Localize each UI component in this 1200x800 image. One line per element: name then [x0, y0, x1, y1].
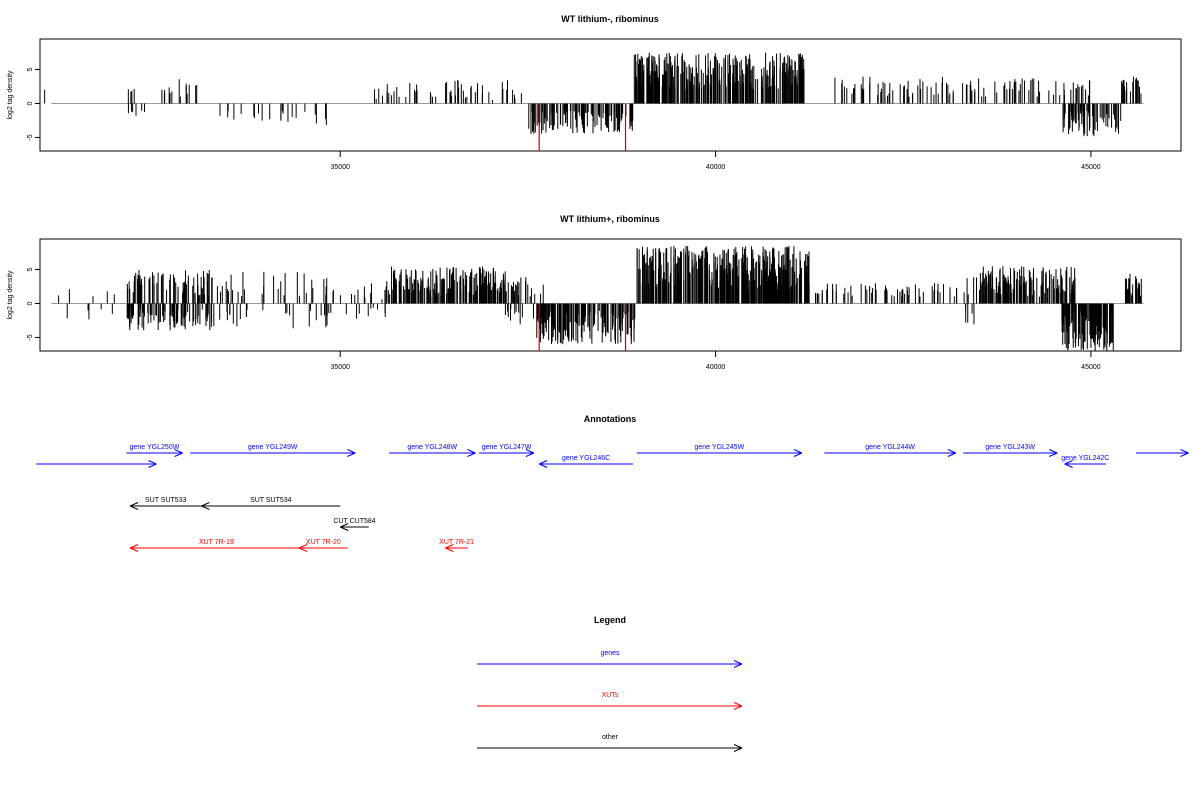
y-axis-label: log2 tag density [7, 70, 14, 120]
legend-entry: genes [477, 650, 743, 668]
feature-label: SUT SUT533 [145, 497, 187, 504]
y-tick-label: -5 [27, 134, 34, 140]
feature-arrow: gene YGL246C [538, 455, 634, 468]
feature-arrow: CUT CUT584 [333, 518, 376, 531]
track-panel-lithium-plus: WT lithium+, ribominus log2 tag density … [7, 214, 1182, 371]
y-tick-label: 0 [27, 101, 34, 105]
feature-label: gene YGL242C [1061, 455, 1109, 462]
x-tick-label: 40000 [706, 364, 726, 371]
x-tick-label: 40000 [706, 164, 726, 171]
feature-label: gene YGL245W [695, 444, 745, 451]
feature-label: CUT CUT584 [333, 518, 375, 525]
y-axis-label: log2 tag density [7, 270, 14, 320]
legend: Legend genes XUTs other [477, 615, 743, 752]
feature-label: SUT SUT534 [250, 497, 292, 504]
x-axis: 35000 40000 45000 [331, 151, 1101, 171]
feature-label: XUT 7R-21 [439, 539, 474, 546]
legend-entry: XUTs [477, 692, 743, 710]
track-panel-lithium-minus: WT lithium-, ribominus log2 tag density … [7, 14, 1182, 171]
y-tick-label: -5 [27, 334, 34, 340]
feature-arrow: SUT SUT533 [129, 497, 202, 510]
plot-frame [39, 238, 1182, 352]
feature-arrow: gene YGL247W [479, 444, 535, 457]
feature-label: XUT 7R-20 [306, 539, 341, 546]
feature-label: gene YGL243W [985, 444, 1035, 451]
feature-list: gene YGL250W gene YGL249W gene YGL248W gene… [36, 444, 1189, 552]
feature-arrow: gene YGL243W [963, 444, 1058, 457]
legend-entry: other [477, 734, 743, 752]
feature-arrow: gene YGL249W [190, 444, 356, 457]
annotation-track: Annotations gene YGL250W gene YGL249W gene… [36, 414, 1189, 552]
y-axis: -5 0 5 [27, 67, 40, 141]
x-tick-label: 45000 [1081, 164, 1101, 171]
legend-label: XUTs [602, 692, 619, 699]
feature-arrow: gene YGL242C [1061, 455, 1109, 468]
feature-label: gene YGL250W [130, 444, 180, 451]
x-tick-label: 35000 [331, 164, 351, 171]
x-tick-label: 35000 [331, 364, 351, 371]
y-tick-label: 5 [27, 267, 34, 271]
feature-arrow: SUT SUT534 [201, 497, 341, 510]
panel-title: WT lithium+, ribominus [560, 214, 660, 224]
annotations-title: Annotations [584, 414, 637, 424]
legend-entries: genes XUTs other [477, 650, 743, 752]
y-tick-label: 0 [27, 301, 34, 305]
feature-arrow: XUT 7R-21 [439, 539, 474, 552]
coverage-bars [51, 245, 1144, 351]
coverage-bars [44, 52, 1144, 151]
feature-label: gene YGL246C [562, 455, 610, 462]
feature-arrow: gene YGL244W [824, 444, 957, 457]
feature-arrow: gene YGL245W [636, 444, 803, 457]
legend-label: other [602, 734, 619, 741]
feature-arrow: gene YGL248W [389, 444, 476, 457]
x-tick-label: 45000 [1081, 364, 1101, 371]
plot-frame [39, 38, 1182, 152]
legend-label: genes [600, 650, 620, 657]
feature-label: gene YGL249W [248, 444, 298, 451]
feature-arrow [1135, 449, 1189, 457]
feature-arrow [36, 460, 157, 468]
feature-label: XUT 7R-19 [199, 539, 234, 546]
feature-arrow: XUT 7R-20 [298, 539, 348, 552]
feature-arrow: XUT 7R-19 [129, 539, 303, 552]
feature-label: gene YGL244W [865, 444, 915, 451]
legend-title: Legend [594, 615, 626, 625]
feature-label: gene YGL248W [407, 444, 457, 451]
y-tick-label: 5 [27, 67, 34, 71]
feature-label: gene YGL247W [482, 444, 532, 451]
feature-arrow: gene YGL250W [126, 444, 183, 457]
panel-title: WT lithium-, ribominus [561, 14, 659, 24]
y-axis: -5 0 5 [27, 267, 40, 341]
x-axis: 35000 40000 45000 [331, 351, 1101, 371]
